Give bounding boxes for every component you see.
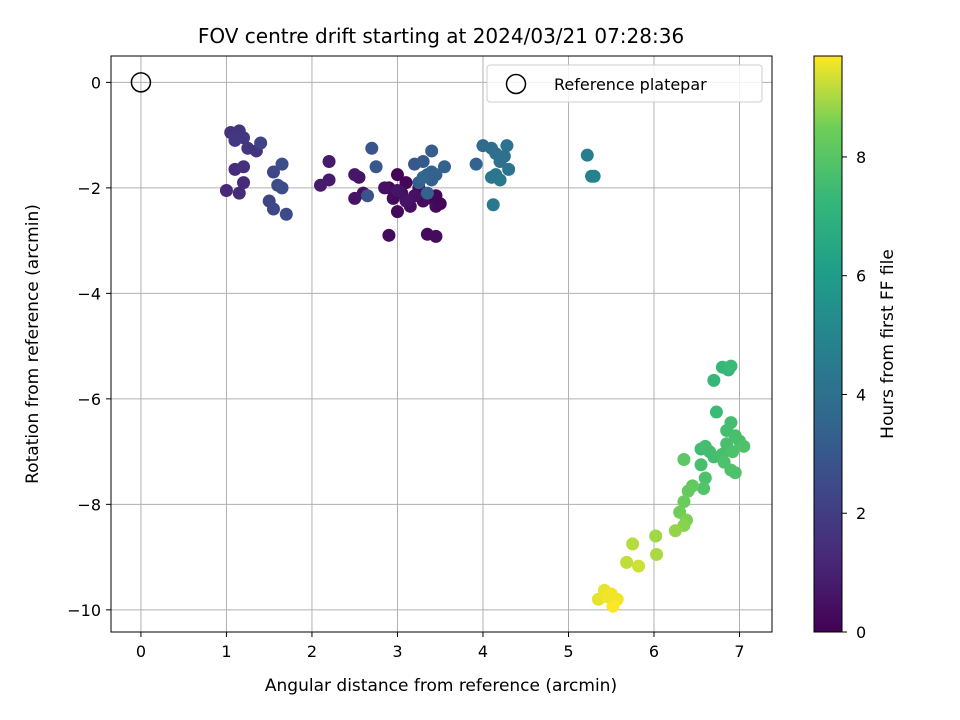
colorbar: 0 2 4 6 8 Hours from first FF file (813, 55, 898, 642)
data-point (606, 599, 620, 613)
y-tick-label: −6 (77, 390, 101, 409)
data-point (724, 416, 738, 430)
colorbar-tick-label: 0 (856, 623, 866, 642)
data-point (275, 157, 289, 171)
data-point (587, 169, 601, 183)
data-point (668, 524, 682, 538)
grid (111, 56, 772, 632)
x-tick-label: 0 (136, 642, 146, 661)
y-tick-label: −10 (67, 601, 101, 620)
data-point (275, 181, 289, 195)
data-point (416, 154, 430, 168)
legend-box (486, 64, 763, 103)
y-axis-label: Rotation from reference (arcmin) (23, 204, 43, 484)
x-tick-label: 1 (221, 642, 231, 661)
y-tick-label: −4 (77, 284, 101, 303)
data-point (694, 458, 708, 472)
data-point (425, 144, 439, 158)
data-point (469, 157, 483, 171)
data-point (237, 176, 251, 190)
y-tick-label: −2 (77, 179, 101, 198)
x-tick-label: 2 (307, 642, 317, 661)
data-point (697, 482, 711, 496)
data-point (728, 466, 742, 480)
data-point (709, 405, 723, 419)
x-axis-label: Angular distance from reference (arcmin) (265, 676, 617, 696)
data-point (365, 141, 379, 155)
colorbar-tick-label: 8 (856, 148, 866, 167)
data-point (390, 205, 404, 219)
x-tick-label: 4 (478, 642, 488, 661)
data-point (485, 170, 499, 184)
data-point (429, 229, 443, 243)
x-tick-label: 7 (734, 642, 744, 661)
data-point (486, 198, 500, 212)
data-point (626, 537, 640, 551)
data-point (707, 373, 721, 387)
data-point (677, 453, 691, 467)
data-point (219, 184, 233, 198)
data-point (266, 202, 280, 216)
data-point (279, 207, 293, 221)
data-point (382, 228, 396, 242)
colorbar-tick-label: 4 (856, 385, 866, 404)
data-point (369, 160, 383, 174)
legend: Reference platepar (486, 64, 763, 103)
data-point (416, 170, 430, 184)
y-tick-label: −8 (77, 495, 101, 514)
data-point (399, 176, 413, 190)
data-point (737, 439, 751, 453)
data-point (378, 181, 392, 195)
data-point (348, 191, 362, 205)
x-axis-ticks: 0 1 2 3 4 5 6 7 (136, 632, 745, 661)
colorbar-ticks: 0 2 4 6 8 (842, 148, 866, 642)
data-point (399, 194, 413, 208)
data-point (497, 149, 511, 163)
scatter-points (219, 124, 751, 613)
data-point (620, 555, 634, 569)
data-point (420, 186, 434, 200)
data-point (361, 189, 375, 203)
reference-marker (130, 72, 152, 93)
colorbar-tick-label: 6 (856, 267, 866, 286)
colorbar-gradient (813, 55, 843, 633)
data-point (681, 484, 695, 498)
data-point (322, 154, 336, 168)
data-point (650, 547, 664, 561)
data-point (724, 359, 738, 373)
data-point (437, 160, 451, 174)
x-tick-label: 6 (649, 642, 659, 661)
plot-frame (110, 55, 773, 633)
data-point (698, 471, 712, 485)
data-point (314, 178, 328, 192)
data-point (232, 186, 246, 200)
data-point (348, 168, 362, 182)
data-point (254, 136, 268, 150)
data-point (390, 168, 404, 182)
colorbar-label: Hours from first FF file (878, 249, 898, 439)
data-point (600, 590, 614, 604)
data-point (502, 162, 516, 176)
x-tick-label: 5 (563, 642, 573, 661)
data-point (500, 139, 514, 153)
data-point (390, 184, 404, 198)
x-tick-label: 3 (392, 642, 402, 661)
data-point (266, 165, 280, 179)
chart-title: FOV centre drift starting at 2024/03/21 … (198, 24, 684, 48)
data-point (632, 559, 646, 573)
legend-entry-label: Reference platepar (554, 75, 707, 94)
data-point (649, 529, 663, 543)
y-axis-ticks: 0 −2 −4 −6 −8 −10 (67, 73, 111, 620)
colorbar-tick-label: 2 (856, 504, 866, 523)
data-point (228, 133, 242, 147)
data-point (677, 495, 691, 509)
data-point (237, 160, 251, 174)
legend-marker (505, 73, 527, 95)
y-tick-label: 0 (91, 73, 101, 92)
data-point (580, 148, 594, 162)
data-point (429, 168, 443, 182)
data-point (726, 445, 740, 459)
